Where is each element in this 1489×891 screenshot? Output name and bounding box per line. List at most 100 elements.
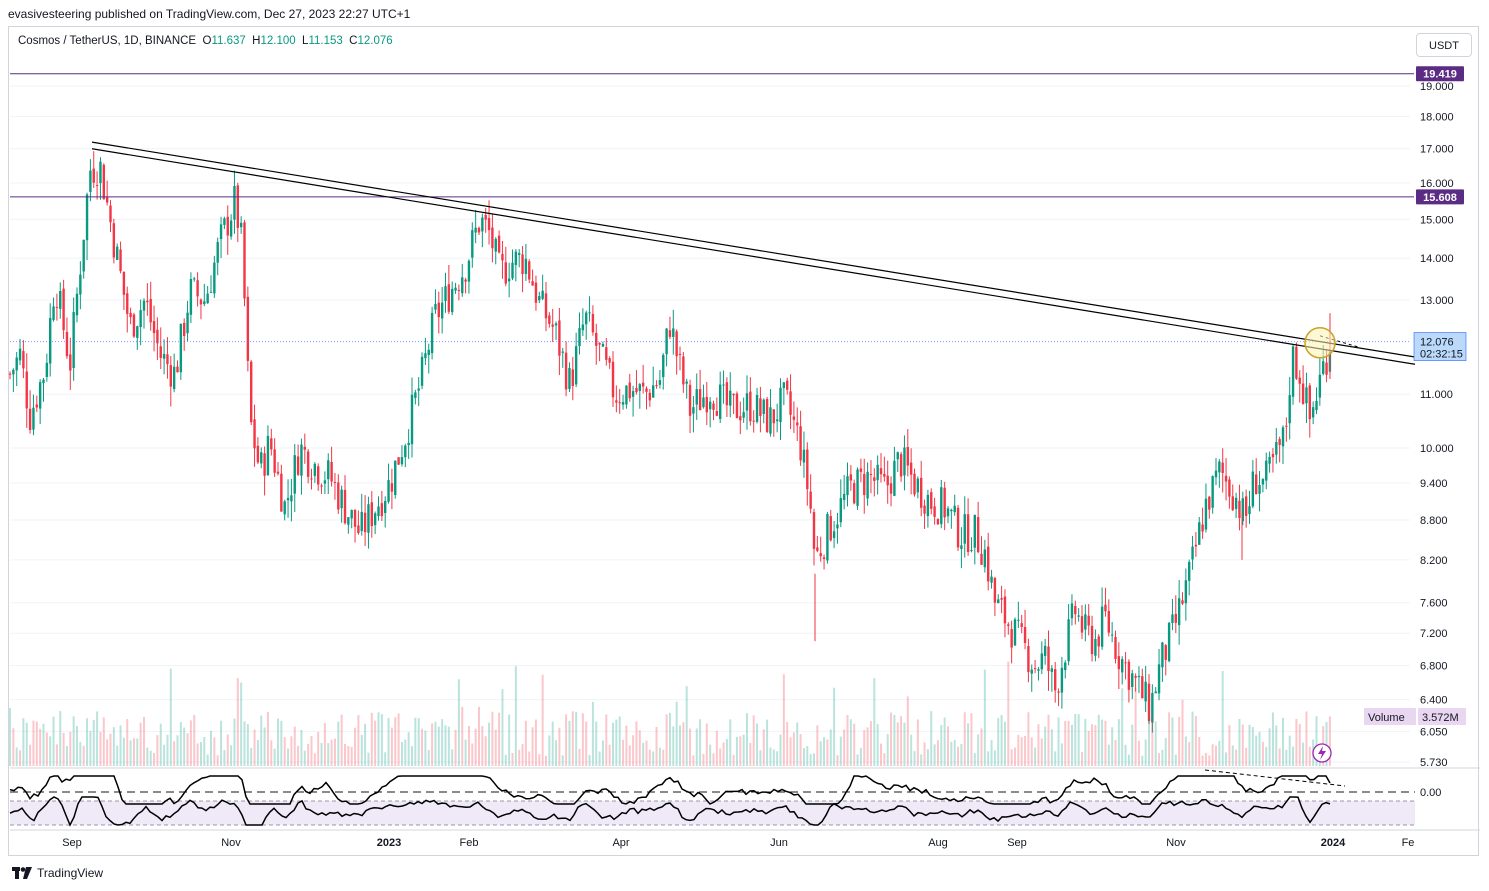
volume-bar [1094,725,1097,766]
volume-bar [568,720,571,766]
volume-bar [243,721,246,766]
volume-bar [1104,720,1107,766]
candle-body [1037,669,1040,671]
candle-body [437,302,440,318]
volume-bar [337,721,340,766]
candle-body [896,452,899,460]
candle [1164,644,1167,676]
volume-bar [843,729,846,766]
volume-bar [571,711,574,766]
candle-body [293,455,296,494]
volume-bar [441,719,444,766]
volume-bar [1325,721,1328,766]
volume-bar [1315,716,1318,766]
lightning-icon [1312,743,1332,763]
candle-body [440,302,444,319]
volume-bar [1131,724,1134,766]
candle-body [792,416,796,420]
candle [52,297,55,322]
price-tick-label: 6.400 [1420,695,1448,707]
volume-bar [658,747,661,766]
volume-bar [605,714,608,766]
candle [514,248,518,282]
volume-bar [1060,743,1063,766]
time-tick-label: Feb [460,837,479,849]
candle-body [963,514,966,544]
volume-bar [1292,746,1295,766]
volume-bar [253,729,256,766]
tradingview-logo[interactable]: TradingView [12,866,103,880]
volume-bar [273,748,276,766]
candle [72,297,75,381]
volume-bar [692,755,695,766]
candle [829,509,832,542]
candle [799,410,802,466]
oscillator-zero-label: 0.00 [1420,787,1441,799]
candle [1070,594,1074,626]
volume-bar [65,746,68,766]
volume-bar [1091,724,1094,766]
candle [1037,667,1040,681]
candle-body [678,353,682,355]
volume-bar [642,742,645,766]
volume-bar [109,733,112,766]
candle [1275,428,1278,464]
volume-bar [189,720,192,766]
volume-bar [668,712,671,766]
candle-body [1238,500,1241,518]
volume-bar [856,754,859,766]
candle-body [1121,659,1124,673]
candle [665,328,668,367]
candle-body [1305,387,1308,404]
volume-bar [759,750,762,766]
candle [1291,344,1295,405]
volume-bar [1194,716,1197,766]
candle-body [95,185,99,187]
candle [303,433,306,464]
candle-body [574,346,578,385]
candle [350,509,353,529]
level-label-box [1416,66,1464,82]
candle-body [946,508,950,517]
candle-body [1167,622,1171,662]
candle-body [213,262,216,294]
symbol-title[interactable]: Cosmos / TetherUS, 1D, BINANCE [18,35,197,47]
candle [256,437,260,465]
candle-body [665,328,668,355]
candle-body [652,385,655,398]
candle [909,448,913,495]
candle [236,182,239,243]
volume-bar [196,743,199,766]
candle-body [256,445,260,463]
volume-bar [370,712,373,766]
candle [1100,587,1104,650]
volume-bar [471,743,474,766]
volume-bar [846,714,849,766]
volume-bar [55,744,58,766]
price-tick-label: 17.000 [1420,144,1454,156]
candle [1104,587,1107,617]
candle [172,353,176,393]
currency-button[interactable]: USDT [1416,33,1472,57]
candle [471,222,474,268]
candle-body [1151,693,1154,723]
candle-body [156,329,159,344]
volume-bar [635,721,638,766]
candle [102,163,105,200]
volume-bar [1328,716,1331,766]
volume-bar [226,734,229,766]
candle-body [189,279,193,315]
candle [367,496,370,549]
volume-bar [96,711,99,766]
volume-bar [618,716,621,766]
candle [732,393,735,415]
candle-body [387,479,390,502]
candle [990,569,993,589]
volume-bar [1137,740,1140,766]
candle [59,282,62,319]
candle [561,347,564,368]
candle [219,216,223,259]
candle [434,289,437,314]
volume-bar [333,738,336,766]
